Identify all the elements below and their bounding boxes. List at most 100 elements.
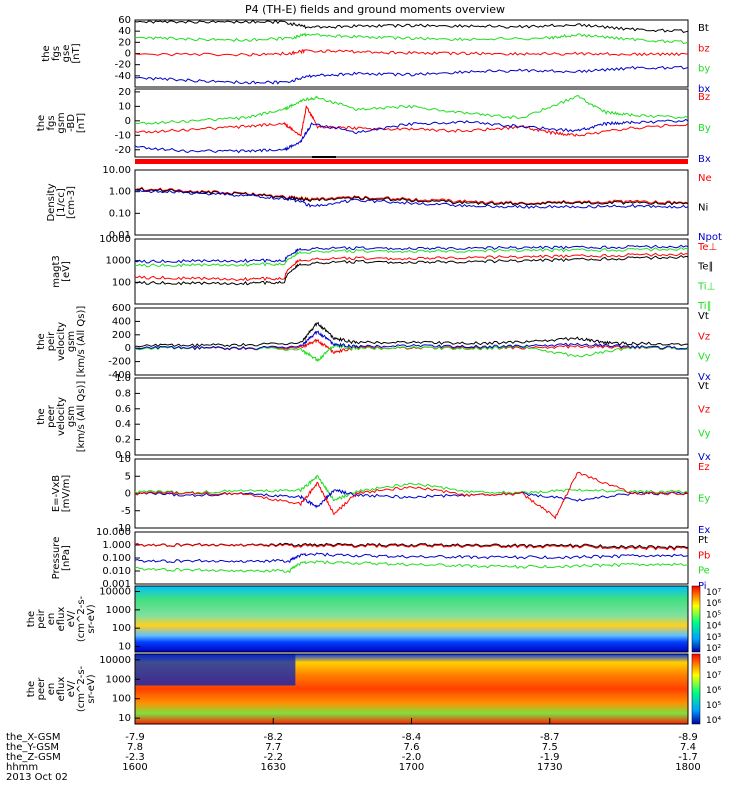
x-tick-label: -8.2 bbox=[263, 732, 283, 743]
legend-Vt: Vt bbox=[698, 381, 709, 392]
legend-Ey: Ey bbox=[698, 494, 710, 505]
x-tick-label: -7.9 bbox=[125, 732, 145, 743]
y-axis-label: the bbox=[41, 45, 52, 61]
legend-Ex: Ex bbox=[698, 525, 710, 536]
colorbar-tick-label: 10³ bbox=[706, 633, 721, 643]
y-axis-label: Pressure bbox=[51, 537, 62, 580]
panel-frame bbox=[134, 307, 689, 376]
x-tick-label: 1600 bbox=[122, 762, 147, 773]
legend-Pb: Pb bbox=[698, 550, 710, 561]
series-Te⊥ bbox=[134, 252, 689, 282]
y-axis-label: the bbox=[36, 408, 47, 424]
legend-Pe: Pe bbox=[698, 566, 710, 577]
y-tick-label: 0.010 bbox=[102, 566, 131, 577]
x-tick-label: -2.0 bbox=[402, 752, 422, 763]
y-tick-label: 100 bbox=[112, 277, 131, 288]
series-Pi bbox=[134, 552, 689, 564]
panel-frame bbox=[134, 377, 689, 456]
colorbar-tick-label: 10⁵ bbox=[706, 610, 721, 620]
y-tick-label: -10 bbox=[115, 130, 131, 141]
y-axis-label: gsm bbox=[56, 112, 67, 133]
y-axis-label: gsm bbox=[66, 406, 77, 427]
series-Ne bbox=[134, 186, 689, 205]
y-axis-label: (cm^2-s- bbox=[76, 665, 87, 712]
y-axis-label: gsm bbox=[66, 331, 77, 352]
legend-Vz: Vz bbox=[698, 331, 710, 342]
y-tick-label: 20 bbox=[118, 37, 131, 48]
y-tick-label: 0 bbox=[125, 343, 131, 354]
y-axis-label: (cm^2-s- bbox=[76, 595, 87, 642]
colorbar-tick-label: 10⁶ bbox=[706, 599, 721, 609]
y-tick-label: 10 bbox=[118, 641, 131, 652]
x-row-label: the_Y-GSM bbox=[6, 742, 59, 753]
y-axis-label: [km/s (All Qs)] bbox=[76, 381, 87, 453]
legend-bz: bz bbox=[698, 43, 710, 54]
y-tick-label: 60 bbox=[118, 15, 131, 26]
panel-4: 10000 1000 100 magt3 [eV] Te⊥ Te∥ Ti⊥ Ti∥ bbox=[51, 234, 717, 312]
colorbar-tick-label: 10⁴ bbox=[706, 716, 721, 726]
y-tick-label: 10 bbox=[118, 101, 131, 112]
date-label: 2013 Oct 02 bbox=[6, 772, 68, 783]
y-axis-label: velocity bbox=[56, 397, 67, 436]
y-tick-label: 1.000 bbox=[102, 540, 131, 551]
y-axis-label: magt3 bbox=[51, 255, 62, 288]
legend-Pi: Pi bbox=[698, 581, 707, 592]
series-Ti∥ bbox=[134, 244, 689, 264]
y-tick-label: 10.000 bbox=[96, 527, 131, 538]
y-axis-label: peer bbox=[46, 404, 57, 428]
x-tick-label: 7.4 bbox=[680, 742, 696, 753]
series-By bbox=[134, 95, 689, 125]
legend-Bz: Bz bbox=[698, 92, 710, 103]
y-axis-label: peir bbox=[46, 331, 57, 351]
series-Ti⊥ bbox=[134, 246, 689, 268]
series-Ni bbox=[134, 187, 689, 206]
legend-Te⊥: Te⊥ bbox=[697, 242, 717, 253]
panel-frame bbox=[134, 585, 689, 653]
y-axis-label: en bbox=[46, 613, 57, 626]
y-axis-label: peer bbox=[36, 677, 47, 701]
legend-Vx: Vx bbox=[698, 372, 711, 383]
y-tick-label: 0 bbox=[125, 49, 131, 60]
y-tick-label: 0.6 bbox=[115, 404, 131, 415]
colorbar-tick-label: 10⁵ bbox=[706, 701, 721, 711]
y-axis-label: the bbox=[26, 681, 37, 697]
panel-frame bbox=[134, 238, 689, 305]
y-axis-label: the bbox=[36, 115, 47, 131]
y-axis-label: [1/cc] bbox=[56, 188, 67, 217]
legend-Vt: Vt bbox=[698, 311, 709, 322]
colorbar-tick-label: 10⁷ bbox=[706, 671, 721, 681]
y-tick-label: 200 bbox=[112, 330, 131, 341]
colorbar-tick-label: 10⁷ bbox=[706, 588, 721, 598]
colorbar bbox=[691, 585, 701, 653]
y-tick-label: 600 bbox=[112, 303, 131, 314]
series-Ex bbox=[134, 488, 689, 509]
y-axis-label: [cm-3] bbox=[66, 186, 77, 219]
x-tick-label: -8.7 bbox=[540, 732, 560, 743]
panel-8: 10.000 1.000 0.100 0.010 0.001 Pressure [nPa] P… bbox=[51, 527, 710, 592]
y-tick-label: 0.10 bbox=[109, 208, 131, 219]
colorbar-tick-label: 10² bbox=[706, 644, 721, 654]
y-tick-label: 400 bbox=[112, 316, 131, 327]
legend-Vz: Vz bbox=[698, 405, 710, 416]
y-tick-label: 1.00 bbox=[109, 187, 131, 198]
y-axis-label: [nT] bbox=[76, 113, 87, 133]
spectrogram-image bbox=[135, 586, 688, 652]
panel-2: 20 10 0 -10 -20 the fgs gsm -BD [nT] Bz By Bx bbox=[36, 87, 711, 165]
y-tick-label: -20 bbox=[115, 60, 131, 71]
x-row-label: hhmm bbox=[6, 762, 38, 773]
x-tick-label: 7.5 bbox=[542, 742, 558, 753]
y-tick-label: 1000 bbox=[106, 674, 131, 685]
series-bz bbox=[134, 49, 689, 57]
x-row-label: the_Z-GSM bbox=[6, 752, 61, 763]
y-axis-label: the bbox=[36, 333, 47, 349]
y-tick-label: 0 bbox=[125, 489, 131, 500]
y-tick-label: -200 bbox=[108, 357, 131, 368]
legend-Bx: Bx bbox=[698, 154, 711, 165]
x-tick-label: 7.8 bbox=[127, 742, 143, 753]
x-axis: the_X-GSM -7.9 -8.2 -8.4 -8.7 -8.9 the_Y-GSM 7.… bbox=[6, 718, 701, 783]
x-row-label: the_X-GSM bbox=[6, 732, 60, 743]
